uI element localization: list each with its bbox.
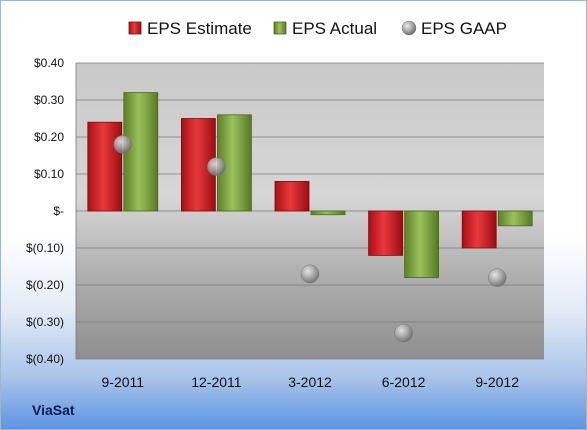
eps-gaap-point xyxy=(113,135,133,154)
eps-gaap-point xyxy=(300,264,320,284)
eps-actual-bar xyxy=(404,210,440,278)
legend-swatch-estimate xyxy=(128,21,142,35)
legend-label: EPS Estimate xyxy=(147,19,252,38)
eps-actual-bar xyxy=(497,210,533,227)
y-tick-label: $- xyxy=(53,204,64,218)
y-tick-label: $0.40 xyxy=(34,56,64,70)
y-tick-label: $(0.40) xyxy=(26,352,64,366)
legend: EPS Estimate EPS Actual EPS GAAP xyxy=(128,19,507,38)
eps-gaap-point xyxy=(487,268,507,287)
eps-estimate-bar xyxy=(87,121,123,212)
eps-estimate-bar xyxy=(368,210,404,256)
y-tick-label: $(0.30) xyxy=(26,315,64,329)
x-tick-label: 9-2012 xyxy=(475,374,519,390)
legend-label: EPS GAAP xyxy=(421,19,507,38)
y-tick-label: $(0.20) xyxy=(26,278,64,292)
legend-swatch-gaap xyxy=(401,20,417,36)
y-tick-label: $0.30 xyxy=(34,93,64,107)
y-tick-label: $0.20 xyxy=(34,130,64,144)
x-tick-label: 9-2011 xyxy=(102,374,145,390)
eps-actual-bar xyxy=(310,210,346,216)
eps-gaap-point xyxy=(207,157,226,176)
eps-gaap-point xyxy=(394,323,413,343)
y-tick-label: $(0.10) xyxy=(26,241,64,255)
y-tick-label: $0.10 xyxy=(34,167,64,181)
eps-estimate-bar xyxy=(274,180,310,212)
legend-swatch-actual xyxy=(273,21,287,35)
company-name: ViaSat xyxy=(32,402,75,418)
legend-label: EPS Actual xyxy=(292,19,377,38)
x-tick-label: 12-2011 xyxy=(191,374,242,390)
eps-estimate-bar xyxy=(461,210,497,249)
x-tick-label: 3-2012 xyxy=(288,374,332,390)
eps-actual-bar xyxy=(123,92,159,212)
x-tick-label: 6-2012 xyxy=(382,374,426,390)
